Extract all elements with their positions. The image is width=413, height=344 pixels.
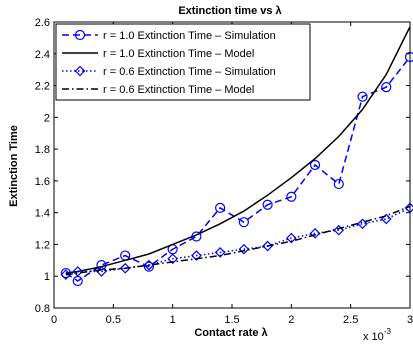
series-3-point (262, 240, 273, 252)
x-tick-label: 1.5 (224, 314, 239, 326)
legend-label: r = 0.6 Extinction Time – Simulation (103, 66, 276, 78)
x-tick-label: 1 (170, 314, 176, 326)
y-axis-label: Extinction Time (8, 125, 20, 207)
series-4-line (65, 205, 411, 276)
series-4 (65, 205, 411, 276)
x-multiplier-base: x 10 (363, 331, 384, 343)
y-tick-label: 1.4 (35, 208, 50, 220)
series-3-line (65, 207, 411, 276)
x-tick-label: 0 (51, 314, 57, 326)
y-tick-label: 1.8 (35, 144, 50, 156)
legend-item-4: r = 0.6 Extinction Time – Model (62, 84, 254, 96)
x-tick-label: 3 (407, 314, 413, 326)
x-tick-label: 2 (288, 314, 294, 326)
legend-label: r = 1.0 Extinction Time – Model (103, 48, 254, 60)
chart-title: Extinction time vs λ (178, 5, 281, 17)
series-3-point (214, 247, 226, 258)
series-3-point (333, 224, 345, 236)
series-layer (60, 26, 413, 287)
y-tick-label: 2.4 (35, 49, 50, 61)
series-3 (60, 202, 413, 280)
series-3-point (309, 227, 321, 239)
series-1-point (238, 217, 249, 228)
legend-label: r = 1.0 Extinction Time – Simulation (103, 30, 276, 42)
y-tick-label: 1.2 (35, 239, 50, 251)
y-tick-label: 2 (44, 112, 50, 124)
legend-swatch-marker (74, 65, 86, 77)
series-3-point (72, 266, 84, 277)
series-3-point (285, 232, 297, 244)
series-1-point (262, 199, 273, 210)
series-1-point (215, 202, 226, 213)
legend-swatch-marker (74, 29, 86, 41)
legend-label: r = 0.6 Extinction Time – Model (103, 84, 254, 96)
x-axis-label: Contact rate λ (194, 327, 267, 339)
legend-box (55, 23, 311, 101)
legend-item-1: r = 1.0 Extinction Time – Simulation (62, 29, 276, 42)
axes-layer: 0 0.5 1 1.5 2 2.5 3 0.8 1 1.2 1.4 1.6 1.8 2 2.2 2.4 2.6 (35, 17, 413, 326)
y-tick-label: 1 (44, 271, 50, 283)
series-1-line (65, 56, 411, 282)
y-tick-label: 2.2 (35, 81, 50, 93)
series-2 (65, 26, 411, 274)
series-1-point (143, 261, 155, 272)
series-3-point (167, 253, 179, 265)
legend: r = 1.0 Extinction Time – Simulation r = … (55, 23, 311, 101)
y-tick-label: 0.8 (35, 303, 50, 315)
legend-item-3: r = 0.6 Extinction Time – Simulation (62, 65, 276, 78)
legend-item-2: r = 1.0 Extinction Time – Model (62, 48, 254, 60)
series-1-point (286, 191, 297, 202)
x-multiplier-exponent: -3 (384, 327, 392, 336)
series-1-point (333, 178, 344, 190)
series-3-point (119, 262, 131, 274)
x-tick-label: 0.5 (106, 314, 121, 326)
series-1-point (381, 82, 392, 93)
y-tick-label: 1.6 (35, 176, 50, 188)
series-3-point (380, 213, 392, 225)
series-1-point (309, 159, 321, 171)
y-tick-label: 2.6 (35, 17, 50, 29)
x-axis-multiplier: x 10-3 (363, 327, 391, 343)
series-3-point (238, 243, 250, 255)
series-3-point (60, 269, 72, 280)
x-tick-label: 2.5 (343, 314, 358, 326)
series-1-point (357, 91, 368, 102)
series-3-point (191, 250, 202, 261)
series-3-point (143, 259, 155, 271)
series-2-line (65, 26, 411, 274)
series-3-point (357, 218, 368, 230)
